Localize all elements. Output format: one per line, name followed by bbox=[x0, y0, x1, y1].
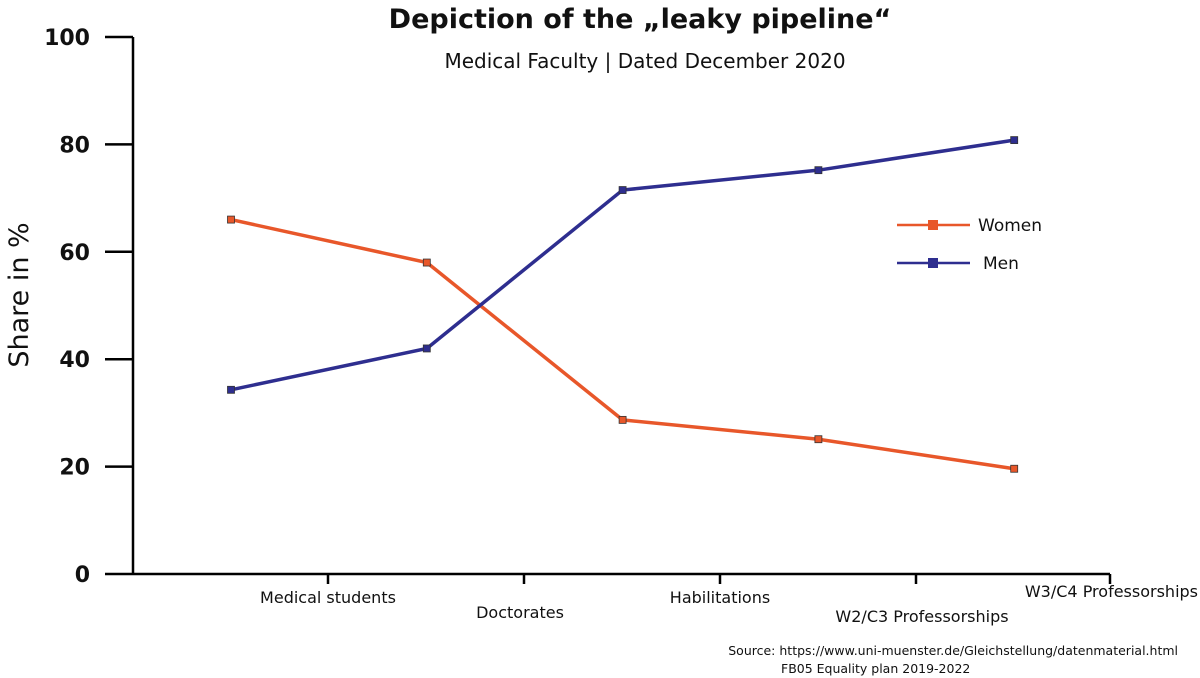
y-tick-label: 60 bbox=[59, 241, 90, 266]
y-tick-label: 40 bbox=[59, 348, 90, 373]
data-point-men bbox=[422, 344, 431, 353]
legend-label: Women bbox=[978, 216, 1042, 236]
x-tick-label: W3/C4 Professorships bbox=[1025, 582, 1198, 601]
legend-marker bbox=[928, 220, 938, 230]
y-tick-label: 20 bbox=[59, 456, 90, 481]
data-point-women bbox=[422, 258, 431, 267]
data-point-men bbox=[618, 186, 627, 194]
x-tick-label: W2/C3 Professorships bbox=[835, 607, 1008, 626]
source-note: FB05 Equality plan 2019-2022 bbox=[781, 661, 970, 676]
y-tick-label: 80 bbox=[59, 133, 90, 158]
x-tick-label: Medical students bbox=[260, 588, 396, 607]
legend-label: Men bbox=[983, 254, 1019, 274]
series-line-women bbox=[230, 217, 1015, 471]
source-text: Source: https://www.uni-muenster.de/Glei… bbox=[728, 643, 1178, 658]
y-axis-label: Share in % bbox=[4, 222, 35, 367]
data-point-women bbox=[814, 435, 823, 444]
data-point-men bbox=[227, 385, 235, 394]
x-tick-label: Doctorates bbox=[476, 603, 564, 622]
y-tick-label: 100 bbox=[44, 26, 90, 51]
data-point-men bbox=[814, 166, 823, 175]
x-tick-label: Habilitations bbox=[670, 588, 770, 607]
chart-title: Depiction of the „leaky pipeline“ bbox=[389, 4, 892, 35]
series-line-men bbox=[230, 138, 1015, 392]
chart-subtitle: Medical Faculty | Dated December 2020 bbox=[444, 49, 845, 73]
data-point-women bbox=[618, 415, 627, 424]
data-point-women bbox=[1010, 464, 1019, 473]
data-point-women bbox=[227, 215, 235, 224]
data-point-men bbox=[1010, 136, 1019, 145]
legend-marker bbox=[928, 258, 938, 268]
y-tick-label: 0 bbox=[75, 563, 90, 588]
